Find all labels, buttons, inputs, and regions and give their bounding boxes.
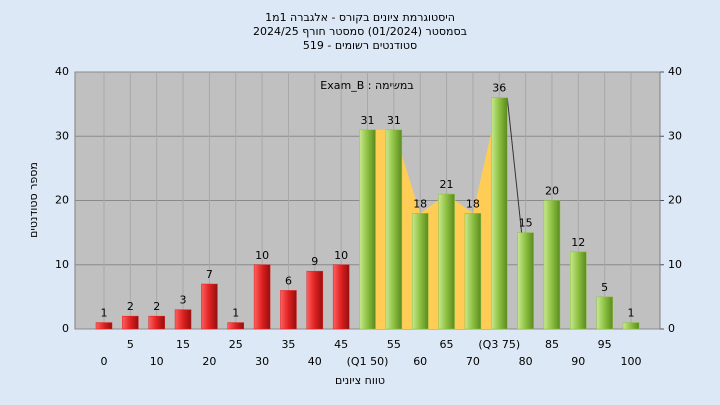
bar bbox=[385, 129, 403, 330]
x-tick-label: 85 bbox=[545, 338, 559, 351]
x-tick-label: 30 bbox=[255, 355, 269, 368]
data-label: 1 bbox=[232, 307, 239, 320]
bar bbox=[438, 193, 455, 330]
x-tick-label: (Q1 50) bbox=[347, 355, 389, 368]
bar bbox=[174, 309, 192, 330]
data-label: 5 bbox=[601, 281, 608, 294]
bar bbox=[570, 251, 587, 330]
x-tick-label: 45 bbox=[334, 338, 348, 351]
x-tick-label: 20 bbox=[202, 355, 216, 368]
y2-tick-label: 20 bbox=[668, 194, 682, 207]
y-tick-label: 30 bbox=[55, 129, 69, 142]
y2-tick-label: 10 bbox=[668, 258, 682, 271]
bar bbox=[491, 97, 508, 330]
x-tick-label: 25 bbox=[229, 338, 243, 351]
data-label: 18 bbox=[413, 197, 427, 210]
title-line: היסטוגרמת ציונים בקורס - אלגברה 1מ1 bbox=[265, 11, 455, 24]
data-label: 31 bbox=[361, 114, 375, 127]
data-label: 20 bbox=[545, 185, 559, 198]
data-label: 15 bbox=[519, 217, 533, 230]
bar bbox=[280, 290, 297, 330]
data-label: 31 bbox=[387, 114, 401, 127]
bar bbox=[227, 322, 244, 330]
y2-tick-label: 0 bbox=[668, 322, 675, 335]
y-axis-label: מספר סטודנטים bbox=[27, 162, 40, 238]
data-label: 3 bbox=[180, 294, 187, 307]
x-tick-label: 55 bbox=[387, 338, 401, 351]
data-label: 36 bbox=[492, 82, 506, 95]
data-label: 7 bbox=[206, 268, 213, 281]
x-tick-label: 15 bbox=[176, 338, 190, 351]
data-label: 1 bbox=[628, 307, 635, 320]
y2-tick-label: 30 bbox=[668, 129, 682, 142]
bar bbox=[359, 129, 376, 330]
x-tick-label: 65 bbox=[440, 338, 454, 351]
data-label: 10 bbox=[255, 249, 269, 262]
y-tick-label: 10 bbox=[55, 258, 69, 271]
bar bbox=[332, 264, 350, 330]
data-label: 2 bbox=[153, 300, 160, 313]
bar bbox=[596, 296, 613, 330]
title-line: בסמסטר (01/2024) סמסטר חורף 2024/25 bbox=[253, 25, 467, 38]
x-tick-label: 90 bbox=[571, 355, 585, 368]
bar bbox=[95, 322, 113, 330]
bar bbox=[464, 213, 482, 330]
title-line: סטודנטים רשומים - 519 bbox=[303, 39, 417, 52]
y2-tick-label: 40 bbox=[668, 65, 682, 78]
data-label: 6 bbox=[285, 274, 292, 287]
y-tick-label: 40 bbox=[55, 65, 69, 78]
x-tick-label: 10 bbox=[150, 355, 164, 368]
bar bbox=[411, 213, 429, 330]
y-tick-label: 20 bbox=[55, 194, 69, 207]
data-label: 1 bbox=[100, 307, 107, 320]
x-tick-label: 95 bbox=[598, 338, 612, 351]
data-label: 18 bbox=[466, 197, 480, 210]
x-tick-label: 80 bbox=[519, 355, 533, 368]
y-tick-label: 0 bbox=[62, 322, 69, 335]
x-tick-label: 0 bbox=[100, 355, 107, 368]
x-tick-label: 5 bbox=[127, 338, 134, 351]
bar bbox=[201, 283, 218, 330]
data-label: 21 bbox=[440, 178, 454, 191]
bar bbox=[253, 264, 271, 330]
bar bbox=[543, 200, 561, 330]
data-label: 12 bbox=[571, 236, 585, 249]
quartile-edge bbox=[506, 97, 523, 233]
bar bbox=[622, 322, 640, 330]
x-tick-label: 60 bbox=[413, 355, 427, 368]
x-tick-label: 35 bbox=[281, 338, 295, 351]
x-tick-label: (Q3 75) bbox=[478, 338, 520, 351]
data-label: 9 bbox=[311, 255, 318, 268]
x-tick-label: 100 bbox=[621, 355, 642, 368]
x-tick-label: 40 bbox=[308, 355, 322, 368]
data-label: 10 bbox=[334, 249, 348, 262]
bar bbox=[122, 315, 139, 330]
x-axis-label: טווח ציונים bbox=[335, 374, 385, 387]
data-label: 2 bbox=[127, 300, 134, 313]
bar bbox=[306, 270, 324, 330]
x-tick-label: 70 bbox=[466, 355, 480, 368]
bar bbox=[148, 315, 165, 330]
bar bbox=[517, 232, 534, 330]
